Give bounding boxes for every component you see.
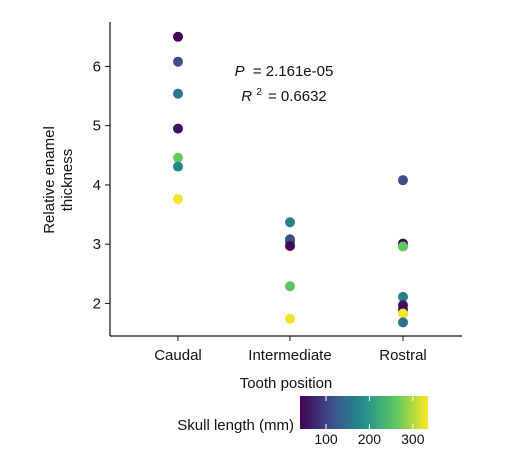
data-points xyxy=(173,31,408,328)
x-axis-label: Tooth position xyxy=(240,375,333,392)
p-value: = 2.161e-05 xyxy=(253,63,334,80)
data-point xyxy=(398,291,408,302)
colorbar-ticks: 100 200 300 xyxy=(314,396,425,447)
colorbar-tick-label: 200 xyxy=(358,431,382,447)
data-point xyxy=(173,194,183,205)
r2-superscript: 2 xyxy=(256,87,262,98)
data-point xyxy=(285,313,295,324)
y-ticks: 2 3 4 5 6 xyxy=(93,58,110,312)
r2-text: R 2 = 0.6632 xyxy=(241,82,327,105)
colorbar: Skull length (mm) 100 200 300 xyxy=(177,396,428,447)
data-point xyxy=(173,56,183,67)
data-point xyxy=(398,317,408,328)
data-point xyxy=(398,175,408,186)
y-tick-label: 2 xyxy=(93,295,101,312)
colorbar-label: Skull length (mm) xyxy=(177,417,294,434)
y-axis-label-line1: Relative enamel xyxy=(41,126,58,234)
r2-value: = 0.6632 xyxy=(268,88,327,105)
data-point xyxy=(173,88,183,99)
p-label: P xyxy=(235,63,245,80)
colorbar-tick-label: 300 xyxy=(401,431,425,447)
y-tick-label: 4 xyxy=(93,177,101,194)
x-tick-label: Caudal xyxy=(154,347,202,364)
p-value-text: P = 2.161e-05 xyxy=(235,63,334,80)
y-tick-label: 6 xyxy=(93,58,101,75)
y-tick-label: 3 xyxy=(93,236,101,253)
data-point xyxy=(285,240,295,251)
data-point xyxy=(398,241,408,252)
x-ticks: Caudal Intermediate Rostral xyxy=(154,336,427,364)
data-point xyxy=(173,152,183,163)
y-axis-label-line2: thickness xyxy=(59,149,76,212)
stats-annotation: P = 2.161e-05 R 2 = 0.6632 xyxy=(235,63,334,105)
r2-label: R xyxy=(241,88,252,105)
y-tick-label: 5 xyxy=(93,118,101,135)
data-point xyxy=(173,31,183,42)
x-tick-label: Intermediate xyxy=(248,347,331,364)
data-point xyxy=(285,281,295,292)
colorbar-gradient xyxy=(300,396,428,429)
data-point xyxy=(173,161,183,172)
data-point xyxy=(398,308,408,319)
data-point xyxy=(173,123,183,134)
data-point xyxy=(285,217,295,228)
x-tick-label: Rostral xyxy=(379,347,427,364)
colorbar-tick-label: 100 xyxy=(314,431,338,447)
